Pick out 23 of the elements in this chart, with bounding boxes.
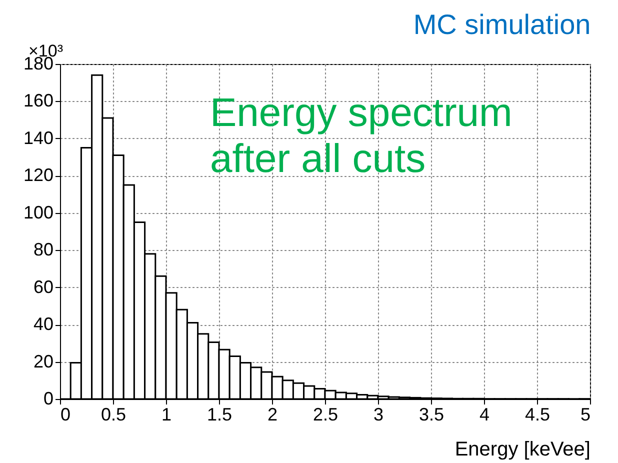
y-tick-label: 160 bbox=[23, 90, 54, 111]
x-tick-label: 3.5 bbox=[418, 404, 444, 424]
x-tick-label: 4.5 bbox=[524, 404, 550, 424]
y-tick-label: 0 bbox=[43, 388, 54, 408]
x-tick-label: 0.5 bbox=[100, 404, 126, 424]
x-axis-title: Energy [keVee] bbox=[454, 438, 590, 460]
y-tick-label: 80 bbox=[33, 240, 54, 260]
annotation: Energy spectrum after all cuts bbox=[210, 91, 512, 181]
x-tick-label: 5 bbox=[580, 404, 590, 424]
chart-title: MC simulation bbox=[413, 9, 591, 40]
y-tick-label: 60 bbox=[33, 276, 54, 297]
y-tick-label: 140 bbox=[23, 128, 54, 148]
y-tick-label: 40 bbox=[33, 314, 54, 334]
y-tick-label: 120 bbox=[23, 165, 54, 186]
y-tick-label: 100 bbox=[23, 202, 54, 222]
x-tick-label: 1.5 bbox=[206, 404, 232, 424]
x-tick-label: 4 bbox=[479, 404, 490, 424]
x-tick-label: 0 bbox=[60, 404, 71, 424]
x-tick-label: 3 bbox=[373, 404, 384, 424]
x-tick-label: 2 bbox=[267, 404, 278, 424]
x-tick-label: 2.5 bbox=[312, 404, 338, 424]
x-tick-label: 1 bbox=[161, 404, 172, 424]
y-tick-label: 20 bbox=[33, 351, 54, 372]
